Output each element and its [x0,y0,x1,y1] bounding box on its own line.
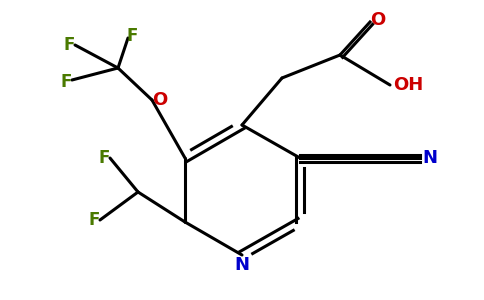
Text: F: F [98,149,110,167]
Text: O: O [370,11,386,29]
Text: F: F [63,36,75,54]
Text: F: F [88,211,100,229]
Text: O: O [152,91,167,109]
Text: N: N [423,149,438,167]
Text: N: N [235,256,249,274]
Text: OH: OH [393,76,423,94]
Text: F: F [126,27,137,45]
Text: F: F [60,73,72,91]
